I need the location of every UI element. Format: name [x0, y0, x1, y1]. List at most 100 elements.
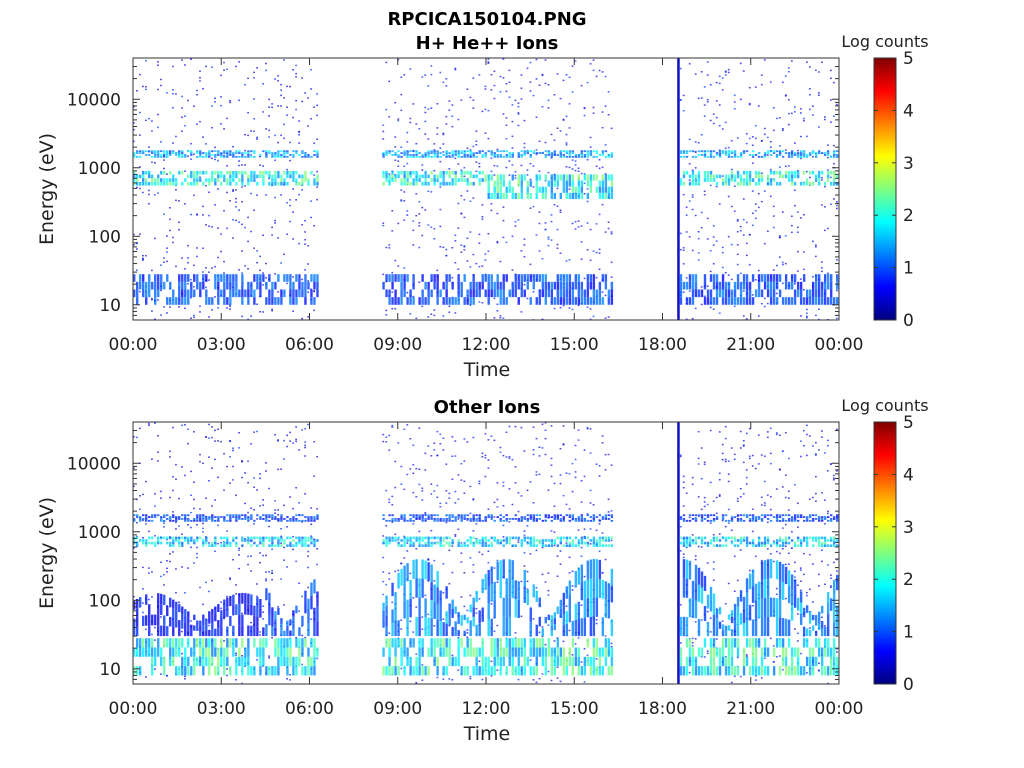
count-cell [610, 152, 614, 155]
count-cell [397, 274, 400, 282]
count-cell [706, 101, 709, 103]
count-cell [784, 235, 787, 237]
count-cell [151, 514, 154, 517]
count-cell [433, 625, 436, 627]
count-cell [304, 155, 307, 158]
count-cell [382, 541, 385, 545]
count-cell [265, 666, 268, 676]
count-cell [565, 152, 569, 155]
count-cell [445, 248, 448, 251]
count-cell [316, 181, 319, 186]
count-cell [475, 262, 478, 265]
count-cell [241, 223, 243, 226]
count-cell [412, 181, 415, 186]
count-cell [520, 518, 523, 520]
count-cell [490, 192, 493, 200]
count-cell [751, 154, 755, 156]
count-cell [520, 519, 523, 522]
count-cell [439, 152, 442, 155]
count-cell [490, 583, 493, 602]
count-cell [427, 562, 430, 581]
count-cell [604, 144, 607, 146]
count-cell [169, 178, 172, 182]
count-cell [502, 505, 505, 507]
count-cell [436, 150, 439, 153]
count-cell [469, 155, 472, 158]
count-cell [679, 99, 682, 101]
count-cell [274, 178, 277, 182]
count-cell [271, 152, 274, 155]
count-cell [556, 174, 560, 181]
count-cell [601, 126, 604, 129]
count-cell [256, 303, 258, 306]
count-cell [454, 621, 457, 629]
count-cell [421, 297, 424, 305]
count-cell [514, 638, 517, 648]
count-cell [730, 174, 734, 179]
count-cell [274, 536, 277, 540]
count-cell [307, 316, 310, 318]
count-cell [382, 154, 385, 156]
count-cell [217, 227, 219, 229]
count-cell [586, 152, 590, 155]
count-cell [535, 186, 538, 193]
count-cell [133, 233, 135, 236]
count-cell [265, 150, 268, 153]
count-cell [451, 181, 454, 186]
count-cell [412, 514, 415, 517]
count-cell [148, 117, 150, 120]
count-cell [265, 638, 268, 648]
count-cell [244, 516, 247, 519]
count-cell [277, 297, 280, 305]
count-cell [316, 155, 319, 158]
count-cell [544, 289, 547, 298]
count-cell [502, 289, 505, 298]
count-cell [502, 174, 505, 181]
count-cell [496, 150, 499, 153]
count-cell [277, 468, 280, 471]
count-cell [388, 80, 391, 83]
count-cell [160, 170, 163, 175]
count-cell [382, 619, 385, 628]
count-cell [250, 174, 253, 179]
count-cell [517, 510, 520, 513]
count-cell [457, 178, 460, 182]
count-cell [553, 139, 556, 141]
count-cell [172, 516, 175, 519]
count-cell [427, 152, 430, 155]
count-cell [565, 155, 569, 158]
count-cell [520, 311, 523, 313]
count-cell [226, 68, 228, 71]
count-cell [214, 666, 217, 676]
count-cell [457, 281, 460, 290]
count-cell [256, 194, 258, 196]
count-cell [703, 174, 707, 179]
count-cell [601, 174, 605, 181]
count-cell [133, 181, 136, 186]
count-cell [316, 274, 319, 282]
count-cell [793, 154, 797, 156]
count-cell [514, 289, 517, 298]
count-cell [145, 59, 147, 62]
count-cell [691, 274, 695, 282]
count-cell [532, 544, 535, 547]
count-cell [385, 314, 388, 316]
count-cell [568, 259, 571, 261]
count-cell [145, 86, 147, 88]
count-cell [607, 91, 610, 93]
count-cell [487, 150, 490, 153]
count-cell [403, 666, 406, 676]
count-cell [178, 170, 181, 175]
count-cell [739, 229, 742, 232]
count-cell [145, 154, 148, 156]
count-cell [460, 194, 463, 197]
count-cell [220, 152, 223, 155]
count-cell [184, 307, 186, 310]
count-cell [181, 514, 184, 517]
count-cell [145, 628, 147, 631]
count-cell [748, 297, 752, 305]
count-cell [250, 443, 252, 445]
count-cell [286, 678, 289, 680]
count-cell [430, 516, 433, 519]
count-cell [601, 203, 604, 206]
